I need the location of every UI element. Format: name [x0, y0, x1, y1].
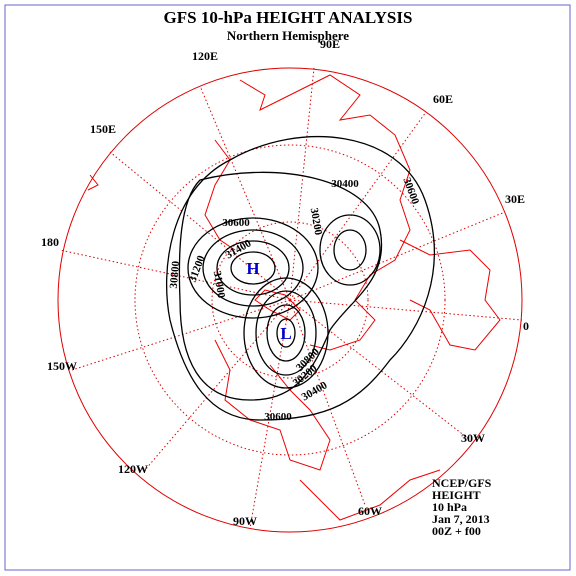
info-line: NCEP/GFS — [432, 476, 492, 490]
lon-label: 90W — [233, 514, 257, 528]
contour-label: 30600 — [264, 411, 292, 423]
subtitle: Northern Hemisphere — [227, 28, 349, 43]
title: GFS 10-hPa HEIGHT ANALYSIS — [164, 8, 413, 27]
coastlines — [87, 74, 501, 521]
contour-label: 30800 — [168, 260, 182, 289]
contour-label: 30600 — [222, 217, 250, 229]
lon-label: 150E — [90, 122, 116, 136]
info-box: NCEP/GFS HEIGHT 10 hPa Jan 7, 2013 00Z +… — [432, 476, 492, 538]
lon-label: 180 — [41, 235, 59, 249]
info-line: 10 hPa — [432, 500, 467, 514]
lon-label: 90E — [320, 37, 340, 51]
info-line: 00Z + f00 — [432, 524, 481, 538]
lon-label: 30E — [505, 192, 525, 206]
lon-label: 120E — [192, 49, 218, 63]
contour-label: 30400 — [331, 178, 359, 190]
lon-label: 30W — [461, 431, 485, 445]
lon-label: 60E — [433, 92, 453, 106]
frame — [4, 4, 571, 571]
high-center: H — [246, 259, 259, 278]
graticule — [57, 67, 523, 533]
contour-label: 30600 — [400, 176, 421, 206]
low-center: L — [280, 324, 291, 343]
lon-label: 0 — [523, 319, 529, 333]
lon-label: 60W — [358, 504, 382, 518]
lon-label: 150W — [47, 359, 77, 373]
info-line: HEIGHT — [432, 488, 481, 502]
contours — [165, 135, 435, 421]
contour-label: 31400 — [224, 237, 254, 261]
contour-label: 31000 — [211, 270, 228, 300]
lon-label: 120W — [118, 462, 148, 476]
info-line: Jan 7, 2013 — [432, 512, 490, 526]
contour-label: 30200 — [308, 207, 325, 237]
